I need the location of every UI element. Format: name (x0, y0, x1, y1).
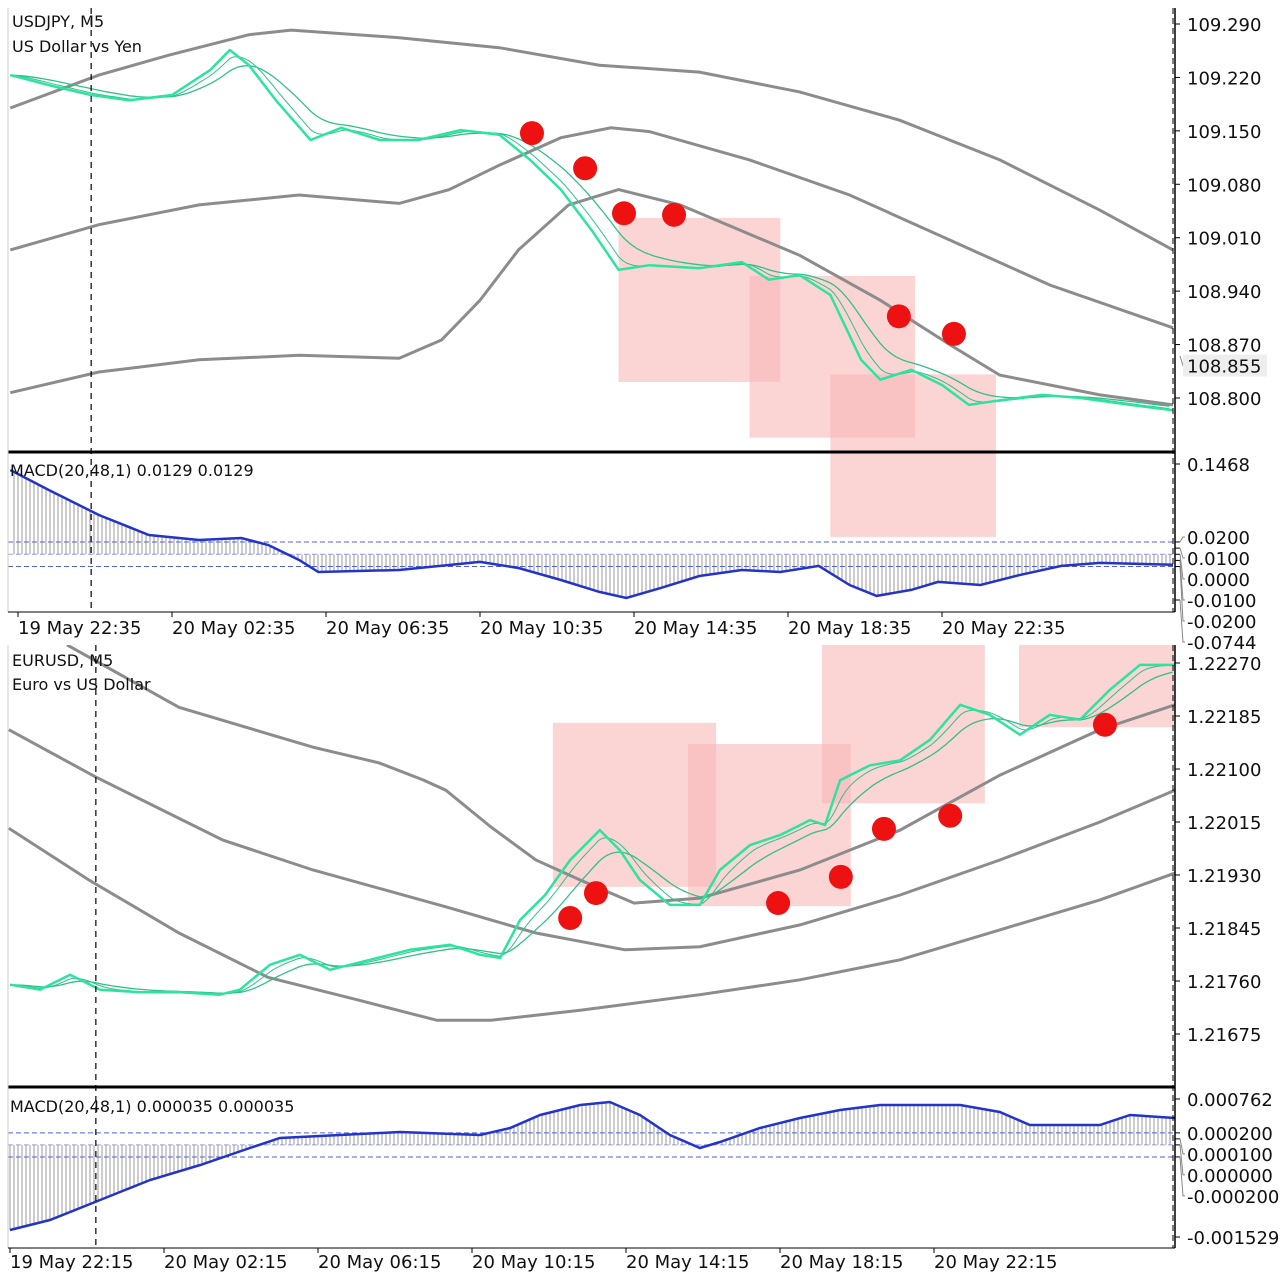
macd-tick-label: 0.1468 (1187, 455, 1250, 476)
signal-dot[interactable] (583, 881, 608, 906)
macd-tick-label: 0.000762 (1187, 1090, 1273, 1111)
signal-zone (821, 645, 985, 804)
x-tick-label: 19 May 22:35 (18, 618, 141, 639)
y-tick-label: 108.870 (1187, 336, 1261, 357)
envelope-band-lower (9, 188, 1174, 407)
signal-zone (830, 374, 996, 537)
signal-dot[interactable] (519, 121, 544, 146)
macd-tick-label: 0.000200 (1187, 1124, 1273, 1145)
x-tick-label: 20 May 10:15 (472, 1252, 595, 1273)
label-leader-line (1179, 566, 1185, 622)
y-tick-label: 1.21845 (1187, 919, 1261, 940)
x-tick-label: 20 May 18:15 (780, 1252, 903, 1273)
macd-title: MACD(20,48,1) 0.000035 0.000035 (10, 1097, 294, 1116)
y-tick-label: 1.21760 (1187, 972, 1261, 993)
label-leader-line (1179, 560, 1185, 601)
x-tick-label: 20 May 14:35 (634, 618, 757, 639)
ma-slow-line (9, 671, 1173, 994)
macd-tick-label: 0.0100 (1187, 549, 1250, 570)
y-tick-label: 109.220 (1187, 68, 1261, 89)
y-tick-label: 108.940 (1187, 282, 1261, 303)
y-tick-label: 1.22015 (1187, 813, 1261, 834)
eurusd-chart[interactable] (7, 645, 1185, 1253)
macd-tick-label: -0.0100 (1187, 591, 1256, 612)
symbol-description: US Dollar vs Yen (12, 37, 142, 56)
macd-tick-label: 0.000000 (1187, 1166, 1273, 1187)
label-leader-line (1179, 1156, 1185, 1197)
envelope-band-middle (8, 728, 1175, 952)
label-leader-line (1179, 1144, 1185, 1176)
x-tick-label: 20 May 10:35 (480, 618, 603, 639)
ma-mid-line (10, 56, 1170, 410)
signal-dot[interactable] (828, 864, 853, 889)
signal-dot[interactable] (611, 201, 636, 226)
y-tick-label: 109.290 (1187, 15, 1261, 36)
x-tick-label: 20 May 06:15 (318, 1252, 441, 1273)
label-leader-line (1179, 536, 1185, 543)
signal-dot[interactable] (662, 202, 687, 227)
bid-price-box (1183, 354, 1267, 377)
x-tick-label: 20 May 14:15 (626, 1252, 749, 1273)
y-tick-label: 108.800 (1187, 389, 1261, 410)
ma-fast-line (9, 663, 1175, 996)
macd-line (9, 1100, 1176, 1232)
price-series (9, 28, 1174, 412)
signal-dot[interactable] (871, 816, 896, 841)
y-tick-label: 1.21675 (1187, 1025, 1261, 1046)
signal-dot[interactable] (573, 156, 598, 181)
signal-dot[interactable] (938, 803, 963, 828)
x-tick-label: 20 May 22:35 (942, 618, 1065, 639)
y-tick-label: 1.22185 (1187, 707, 1261, 728)
y-tick-label: 109.150 (1187, 122, 1261, 143)
macd-line (9, 468, 1174, 600)
macd-histogram (9, 1102, 1171, 1231)
macd-tick-label: -0.001529 (1187, 1228, 1279, 1249)
macd-tick-label: 0.0200 (1187, 528, 1250, 549)
macd-tick-label: 0.0000 (1187, 570, 1250, 591)
macd-tick-label: -0.000200 (1187, 1187, 1279, 1208)
y-tick-label: 109.080 (1187, 175, 1261, 196)
x-tick-label: 20 May 02:35 (172, 618, 295, 639)
symbol-description: Euro vs US Dollar (12, 675, 151, 694)
signal-dot[interactable] (886, 304, 911, 329)
envelope-band-upper (66, 645, 1175, 905)
signal-zones (552, 645, 1175, 907)
signal-zones (618, 217, 996, 537)
macd-tick-label: -0.0200 (1187, 612, 1256, 633)
bid-price-label: 108.855 (1187, 357, 1261, 378)
price-series (8, 645, 1175, 1022)
macd-title: MACD(20,48,1) 0.0129 0.0129 (10, 461, 254, 480)
usdjpy-chart[interactable] (7, 8, 1267, 643)
envelope-band-upper (9, 28, 1174, 252)
symbol-title: USDJPY, M5 (12, 12, 104, 31)
label-leader-line (1179, 554, 1185, 580)
signal-dot[interactable] (558, 906, 583, 931)
envelope-band-middle (9, 126, 1174, 330)
label-leader-line (1179, 599, 1185, 643)
ma-fast-line (9, 48, 1174, 412)
x-tick-label: 20 May 06:35 (326, 618, 449, 639)
envelope-band-lower (8, 826, 1175, 1022)
signal-dot[interactable] (1092, 712, 1117, 737)
signal-dot[interactable] (941, 321, 966, 346)
x-tick-label: 20 May 22:15 (934, 1252, 1057, 1273)
x-tick-label: 20 May 02:15 (164, 1252, 287, 1273)
y-tick-label: 109.010 (1187, 229, 1261, 250)
macd-tick-label: 0.000100 (1187, 1145, 1273, 1166)
y-tick-label: 1.22270 (1187, 654, 1261, 675)
y-tick-label: 1.22100 (1187, 760, 1261, 781)
macd-tick-label: -0.0744 (1187, 633, 1256, 654)
y-tick-label: 1.21930 (1187, 866, 1261, 887)
symbol-title: EURUSD, M5 (12, 651, 113, 670)
label-leader-line (1179, 1138, 1185, 1155)
x-tick-label: 20 May 18:35 (788, 618, 911, 639)
macd-histogram (13, 471, 1171, 598)
signal-dot[interactable] (766, 891, 791, 916)
label-leader-line (1179, 547, 1185, 559)
x-tick-label: 19 May 22:15 (10, 1252, 133, 1273)
ma-slow-line (10, 65, 1170, 407)
